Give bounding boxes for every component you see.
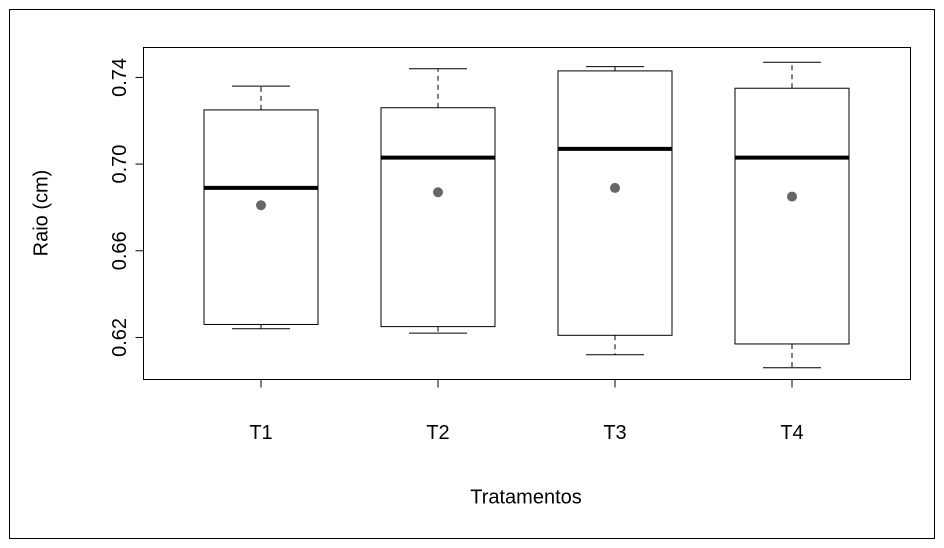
plot-area xyxy=(143,47,911,380)
box xyxy=(380,107,496,328)
x-tick-label: T2 xyxy=(426,422,449,444)
x-axis-label: Tratamentos xyxy=(470,486,582,508)
y-tick-label: 0.70 xyxy=(109,145,131,184)
box xyxy=(734,87,850,345)
box xyxy=(203,109,319,325)
y-axis-label: Raio (cm) xyxy=(30,170,52,257)
y-tick-label: 0.66 xyxy=(109,231,131,270)
mean-point xyxy=(433,187,443,198)
y-tick-label: 0.62 xyxy=(109,318,131,357)
box xyxy=(557,70,673,336)
x-tick-label: T4 xyxy=(780,422,803,444)
mean-point xyxy=(787,191,797,202)
x-tick-label: T3 xyxy=(603,422,626,444)
mean-point xyxy=(610,182,620,193)
y-tick-label: 0.74 xyxy=(109,58,131,97)
x-tick-label: T1 xyxy=(249,422,272,444)
mean-point xyxy=(256,200,266,211)
